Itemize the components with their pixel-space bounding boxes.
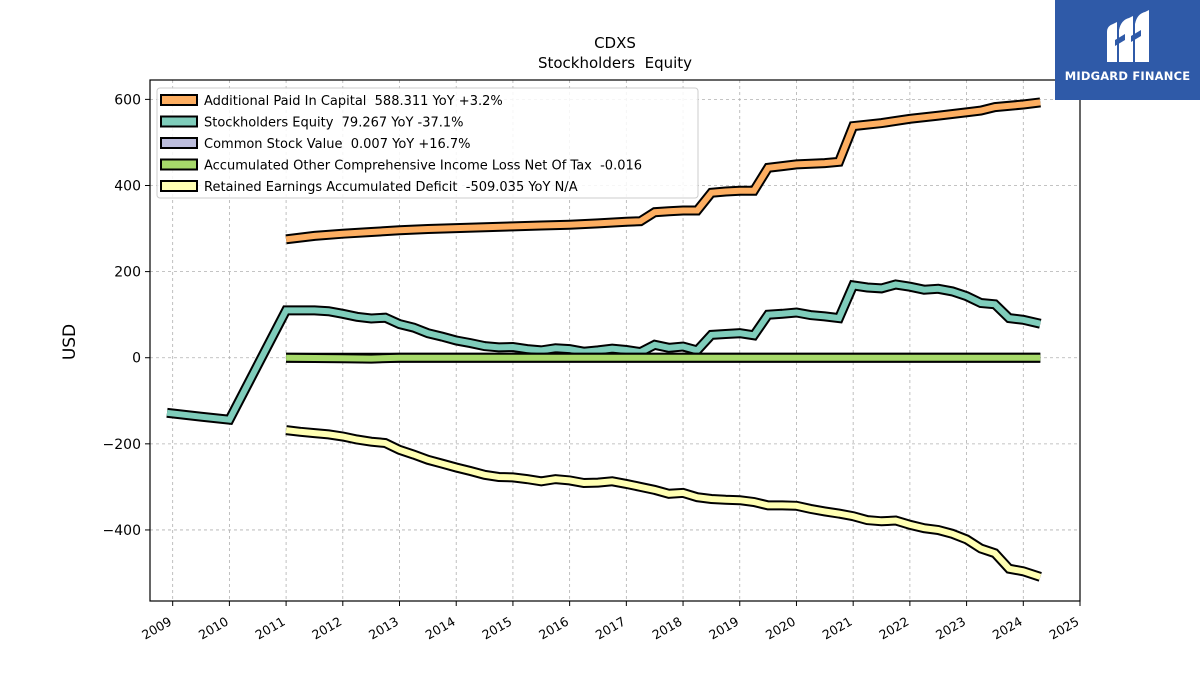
x-tick-label: 2024 <box>990 614 1025 643</box>
x-tick-label: 2017 <box>593 614 628 643</box>
series-line <box>286 354 1041 362</box>
x-tick-label: 2021 <box>820 614 855 643</box>
legend-label: Stockholders Equity 79.267 YoY -37.1% <box>204 116 464 131</box>
y-tick-label: −400 <box>103 523 141 539</box>
y-tick-label: 0 <box>132 351 141 367</box>
midgard-m-logo-icon <box>1107 10 1149 62</box>
series-layer <box>166 97 1042 582</box>
x-tick-label: 2016 <box>536 614 571 643</box>
x-tick-label: 2025 <box>1046 614 1081 643</box>
legend-swatch <box>160 180 198 192</box>
x-tick-label: 2018 <box>649 614 684 643</box>
y-tick-label: −200 <box>103 437 141 453</box>
y-tick-label: 400 <box>114 178 141 194</box>
legend-swatch <box>160 158 198 171</box>
brand-name: MIDGARD FINANCE <box>1064 69 1191 83</box>
legend-swatch <box>160 137 198 149</box>
legend: Additional Paid In Capital 588.311 YoY +… <box>156 87 699 199</box>
x-tick-label: 2012 <box>309 614 344 643</box>
x-tick-label: 2020 <box>763 614 798 643</box>
x-tick-label: 2013 <box>366 614 401 643</box>
x-tick-label: 2014 <box>423 614 458 643</box>
legend-label: Retained Earnings Accumulated Deficit -5… <box>204 180 578 195</box>
legend-swatch <box>160 115 198 128</box>
brand-logo: MIDGARD FINANCE <box>1055 0 1200 100</box>
legend-label: Accumulated Other Comprehensive Income L… <box>204 159 642 174</box>
x-tick-label: 2023 <box>933 614 968 643</box>
series-line <box>166 281 1041 423</box>
legend-swatch <box>160 94 198 106</box>
x-tick-label: 2022 <box>876 614 911 643</box>
y-axis-label: USD <box>60 324 80 360</box>
series-line <box>285 99 1041 243</box>
chart-title: CDXS <box>594 34 636 52</box>
legend-box <box>156 87 699 199</box>
x-tick-label: 2015 <box>479 614 514 643</box>
x-tick-label: 2019 <box>706 614 741 643</box>
legend-label: Additional Paid In Capital 588.311 YoY +… <box>204 94 503 109</box>
x-tick-label: 2009 <box>139 614 174 643</box>
y-tick-label: 600 <box>114 92 141 108</box>
series-line <box>285 427 1042 580</box>
chart-subtitle: Stockholders Equity <box>538 54 692 72</box>
plot-frame <box>149 79 1081 602</box>
x-tick-label: 2011 <box>253 614 288 643</box>
x-tick-label: 2010 <box>196 614 231 643</box>
y-tick-label: 200 <box>114 265 141 281</box>
legend-label: Common Stock Value 0.007 YoY +16.7% <box>204 137 471 152</box>
